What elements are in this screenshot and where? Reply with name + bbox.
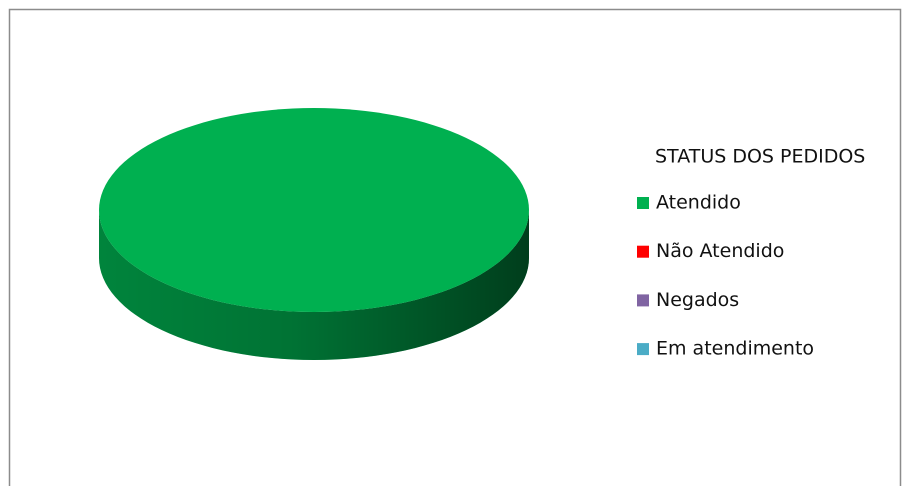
legend-swatch bbox=[637, 197, 649, 209]
legend-label: Não Atendido bbox=[656, 240, 784, 262]
slice bbox=[99, 108, 529, 312]
legend-swatch bbox=[637, 245, 649, 258]
legend-title: STATUS DOS PEDIDOS bbox=[655, 146, 865, 168]
legend-label: Em atendimento bbox=[656, 338, 814, 360]
legend-label: Negados bbox=[656, 289, 739, 311]
chart-frame bbox=[8, 8, 902, 486]
legend-swatch bbox=[637, 343, 649, 356]
legend-swatch bbox=[637, 294, 649, 307]
side-shade bbox=[99, 210, 529, 360]
legend-label: Atendido bbox=[656, 192, 741, 214]
